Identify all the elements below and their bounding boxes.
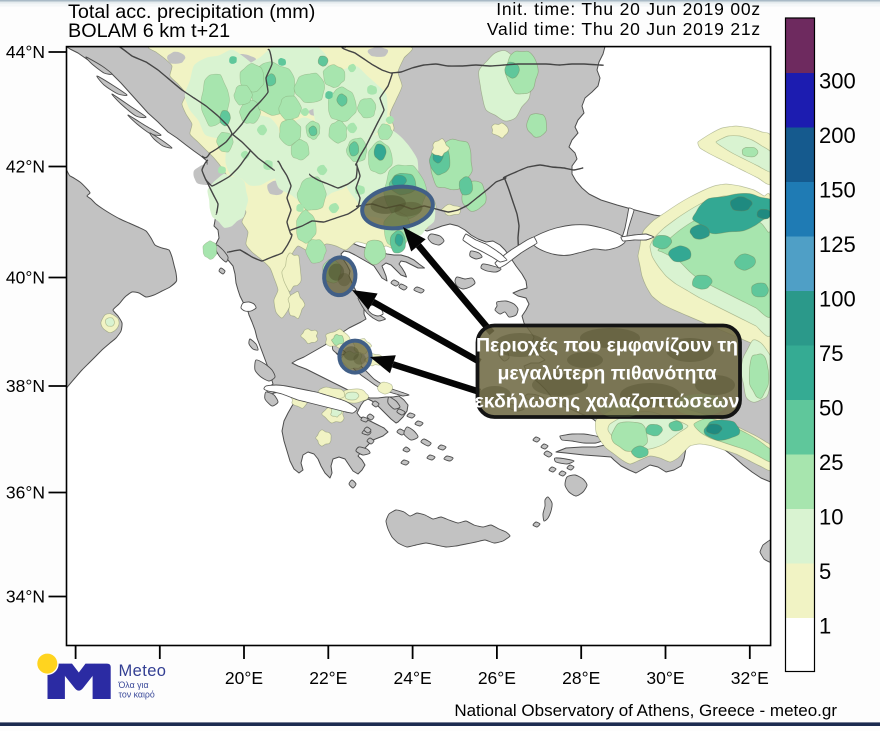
svg-text:36°N: 36°N xyxy=(6,483,45,503)
svg-text:100: 100 xyxy=(819,287,856,312)
svg-text:300: 300 xyxy=(819,69,856,94)
svg-text:24°E: 24°E xyxy=(394,668,432,688)
svg-text:38°N: 38°N xyxy=(6,376,45,396)
svg-text:τον καιρό: τον καιρό xyxy=(119,690,155,700)
svg-text:44°N: 44°N xyxy=(6,42,45,62)
svg-text:εκδήλωσης χαλαζοπτώσεων: εκδήλωσης χαλαζοπτώσεων xyxy=(475,391,740,413)
svg-text:Total acc. precipitation (mm): Total acc. precipitation (mm) xyxy=(68,1,315,23)
svg-text:5: 5 xyxy=(819,559,831,584)
svg-text:75: 75 xyxy=(819,341,843,366)
svg-text:40°N: 40°N xyxy=(6,268,45,288)
svg-text:30°E: 30°E xyxy=(646,668,684,688)
svg-text:28°E: 28°E xyxy=(562,668,600,688)
svg-text:150: 150 xyxy=(819,178,856,203)
svg-text:42°N: 42°N xyxy=(6,157,45,177)
svg-text:BOLAM 6 km t+21: BOLAM 6 km t+21 xyxy=(68,20,230,42)
svg-text:Valid time: Thu 20 Jun 2019 21: Valid time: Thu 20 Jun 2019 21z xyxy=(487,19,761,39)
svg-text:20°E: 20°E xyxy=(225,668,263,688)
svg-text:26°E: 26°E xyxy=(478,668,516,688)
svg-text:32°E: 32°E xyxy=(731,668,769,688)
svg-text:22°E: 22°E xyxy=(309,668,347,688)
svg-text:50: 50 xyxy=(819,396,843,421)
svg-text:125: 125 xyxy=(819,232,856,257)
svg-text:Meteo: Meteo xyxy=(119,662,167,680)
svg-text:200: 200 xyxy=(819,123,856,148)
svg-text:Init. time: Thu 20 Jun 2019 00: Init. time: Thu 20 Jun 2019 00z xyxy=(496,0,761,19)
svg-text:Όλα για: Όλα για xyxy=(118,680,149,690)
svg-text:34°N: 34°N xyxy=(6,587,45,607)
svg-text:1: 1 xyxy=(819,614,831,639)
svg-text:25: 25 xyxy=(819,450,843,475)
svg-text:National Observatory of Athens: National Observatory of Athens, Greece -… xyxy=(454,701,837,720)
svg-text:μεγαλύτερη πιθανότητα: μεγαλύτερη πιθανότητα xyxy=(497,363,716,385)
svg-text:10: 10 xyxy=(819,505,843,530)
svg-text:Περιοχές που εμφανίζουν τη: Περιοχές που εμφανίζουν τη xyxy=(476,335,738,357)
